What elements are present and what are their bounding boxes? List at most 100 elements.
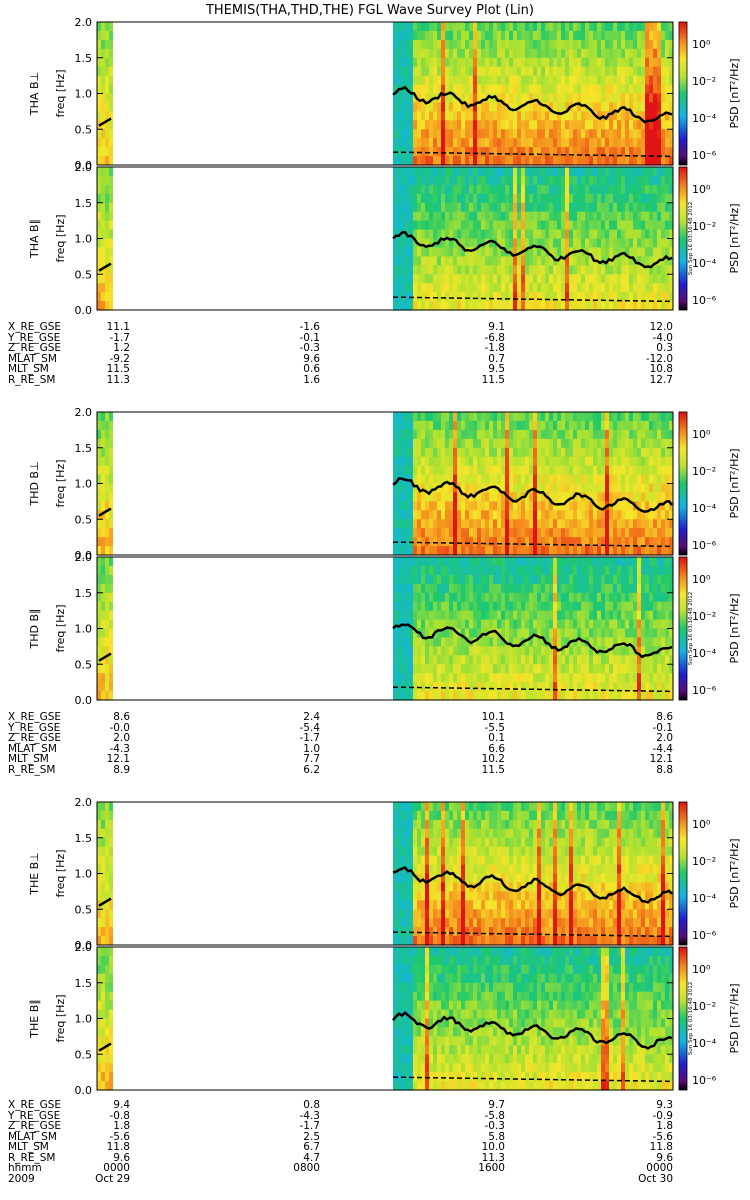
spectrogram-cell [565, 265, 569, 275]
spectrogram-cell [457, 229, 461, 240]
spectrogram-cell [541, 510, 545, 520]
spectrogram-cell [461, 682, 465, 692]
spectrogram-cell [413, 229, 417, 240]
spectrogram-cell [569, 129, 573, 139]
spectrogram-cell [649, 691, 653, 701]
spectrogram-cell [397, 936, 401, 946]
spectrogram-cell [513, 292, 517, 302]
spectrogram-cell [545, 456, 549, 467]
spectrogram-cell [577, 147, 581, 157]
spectrogram-cell [497, 193, 501, 204]
spectrogram-cell [409, 918, 413, 928]
spectrogram-cell [529, 129, 533, 139]
spectrogram-cell [665, 557, 669, 567]
spectrogram-cell [593, 628, 597, 638]
spectrogram-cell [521, 256, 525, 266]
spectrogram-cell [613, 429, 617, 440]
spectrogram-cell [405, 610, 409, 621]
spectrogram-cell [573, 292, 577, 302]
spectrogram-cell [517, 48, 521, 59]
spectrogram-cell [449, 574, 453, 585]
spectrogram-cell [653, 537, 657, 547]
spectrogram-cell [585, 120, 589, 130]
spectrogram-cell [585, 129, 589, 139]
spectrogram-cell [581, 655, 585, 665]
spectrogram-cell [645, 283, 649, 293]
spectrogram-cell [513, 193, 517, 204]
spectrogram-cell [585, 557, 589, 567]
spectrogram-cell [629, 147, 633, 157]
spectrogram-cell [509, 229, 513, 240]
spectrogram-cell [473, 66, 477, 77]
spectrogram-cell [665, 120, 669, 130]
spectrogram-cell [589, 247, 593, 257]
spectrogram-cell [557, 138, 561, 148]
spectrogram-cell [109, 918, 113, 928]
spectrogram-cell [581, 420, 585, 431]
colorbar-tick-label: 10⁻⁴ [692, 112, 717, 125]
spectrogram-cell [409, 238, 413, 248]
spectrogram-cell [569, 120, 573, 130]
spectrogram-cell [477, 229, 481, 240]
spectrogram-cell [509, 619, 513, 630]
spectrogram-cell [393, 220, 397, 231]
spectrogram-cell [641, 628, 645, 638]
spectrogram-cell [529, 138, 533, 148]
spectrogram-cell [101, 229, 105, 240]
spectrogram-cell [493, 274, 497, 284]
spectrogram-cell [553, 619, 557, 630]
spectrogram-cell [629, 75, 633, 86]
spectrogram-cell [517, 429, 521, 440]
spectrogram-cell [497, 229, 501, 240]
spectrogram-cell [557, 557, 561, 567]
spectrogram-cell [445, 202, 449, 213]
spectrogram-cell [665, 238, 669, 248]
spectrogram-cell [413, 84, 417, 95]
spectrogram-cell [537, 211, 541, 222]
spectrogram-cell [637, 93, 641, 103]
spectrogram-cell [517, 167, 521, 177]
spectrogram-cell [541, 138, 545, 148]
spectrogram-cell [665, 592, 669, 603]
spectrogram-cell [669, 565, 673, 576]
spectrogram-cell [489, 247, 493, 257]
spectrogram-cell [465, 247, 469, 257]
spectrogram-cell [505, 429, 509, 440]
spectrogram-cell [425, 283, 429, 293]
spectrogram-cell [485, 456, 489, 467]
spectrogram-cell [521, 66, 525, 77]
spectrogram-cell [545, 673, 549, 683]
spectrogram-cell [101, 265, 105, 275]
spectrogram-cell [437, 682, 441, 692]
spectrogram-cell [537, 129, 541, 139]
spectrogram-cell [489, 292, 493, 302]
spectrogram-cell [613, 30, 617, 41]
spectrogram-cell [437, 66, 441, 77]
spectrogram-cell [461, 412, 465, 422]
spectrogram-cell [561, 528, 565, 538]
spectrogram-cell [621, 682, 625, 692]
spectrogram-cell [393, 22, 397, 32]
spectrogram-cell [513, 637, 517, 647]
spectrogram-cell [553, 537, 557, 547]
spectrogram-cell [485, 682, 489, 692]
spectrogram-cell [665, 211, 669, 222]
spectrogram-cell [501, 256, 505, 266]
spectrogram-cell [445, 510, 449, 520]
spectrogram-cell [585, 619, 589, 630]
spectrogram-cell [581, 156, 585, 166]
spectrogram-cell [629, 673, 633, 683]
spectrogram-cell [625, 492, 629, 502]
spectrogram-cell [645, 202, 649, 213]
spectrogram-cell [605, 84, 609, 95]
spectrogram-cell [613, 637, 617, 647]
spectrogram-cell [473, 601, 477, 612]
spectrogram-cell [105, 66, 109, 77]
spectrogram-cell [541, 474, 545, 485]
spectrogram-cell [457, 438, 461, 449]
spectrogram-cell [429, 412, 433, 422]
spectrogram-cell [537, 619, 541, 630]
spectrogram-cell [401, 420, 405, 431]
spectrogram-cell [665, 256, 669, 266]
spectrogram-cell [549, 75, 553, 86]
